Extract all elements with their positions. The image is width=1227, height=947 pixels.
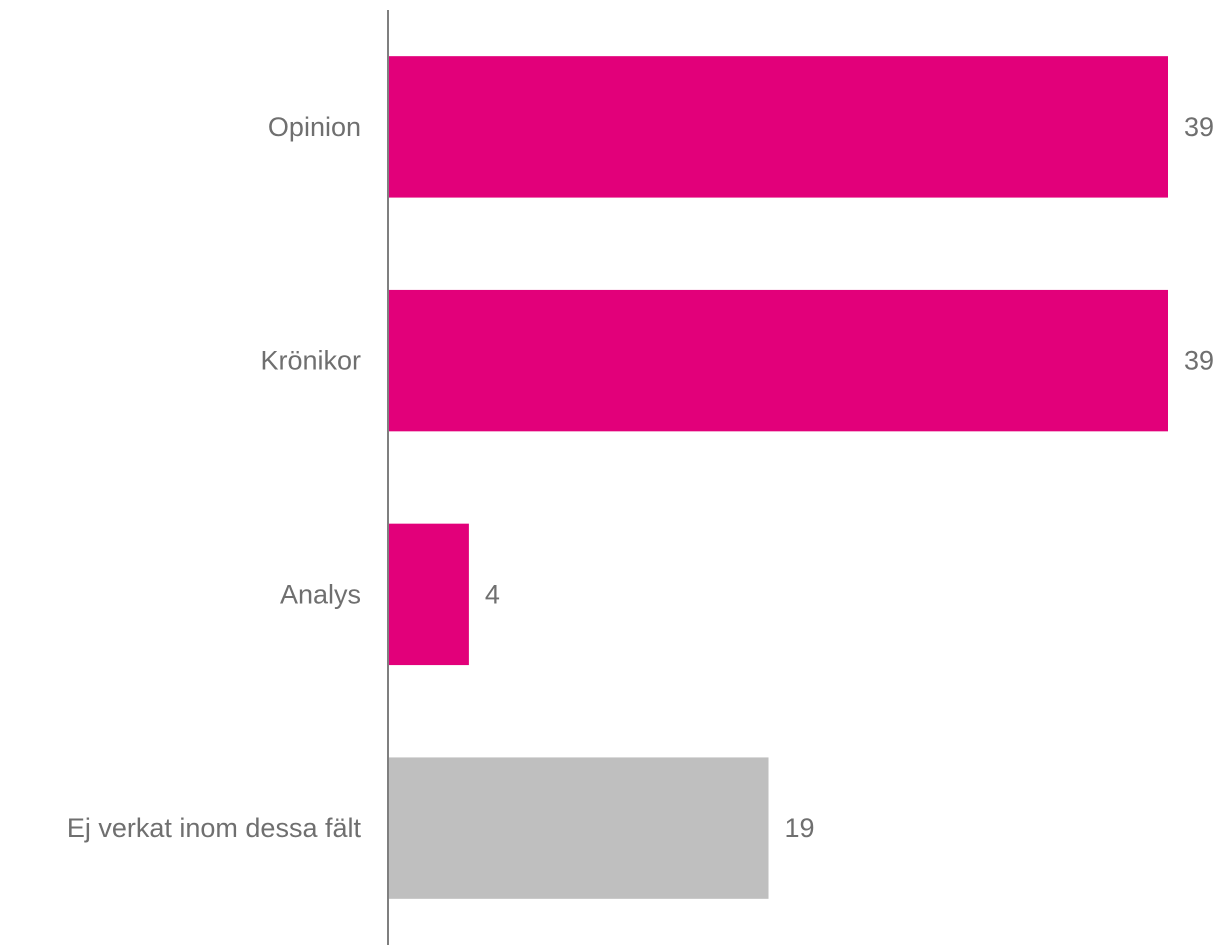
- value-label-2: 39: [1184, 346, 1214, 376]
- value-label-1: 39: [1184, 112, 1214, 142]
- bars-group: [389, 56, 1168, 899]
- category-label-3: Analys: [280, 579, 361, 609]
- bar-1: [389, 56, 1168, 198]
- value-label-3: 4: [485, 579, 500, 609]
- bar-2: [389, 289, 1168, 432]
- category-labels-group: Opinion Krönikor Analys Ej verkat inom dess…: [67, 112, 362, 843]
- category-label-1: Opinion: [268, 112, 361, 142]
- value-labels-group: 39 39 4 19: [485, 112, 1214, 843]
- category-label-4: Ej verkat inom dessa fält: [67, 813, 362, 843]
- category-label-2: Krönikor: [260, 346, 361, 376]
- bar-3: [389, 523, 469, 666]
- value-label-4: 19: [785, 813, 815, 843]
- bar-4: [389, 757, 769, 899]
